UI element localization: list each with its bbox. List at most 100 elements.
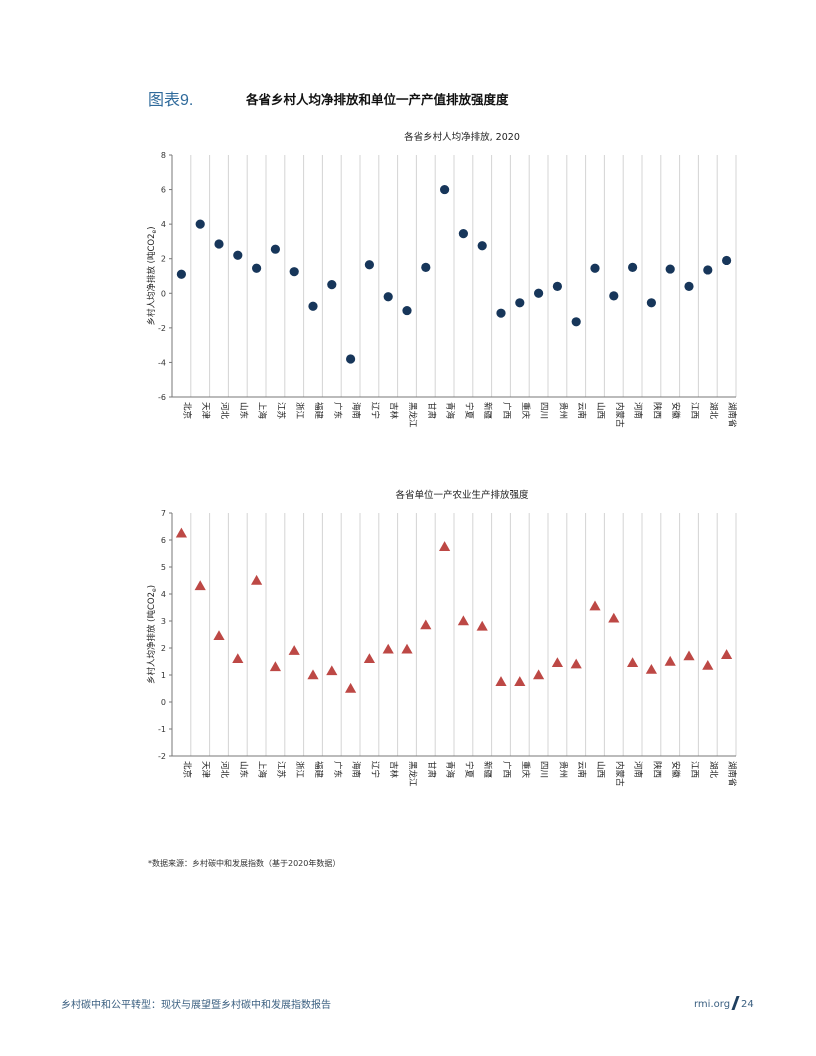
source-note: *数据来源：乡村碳中和发展指数（基于2020年数据） (148, 859, 341, 868)
data-point (571, 317, 581, 327)
y-tick-label: 2 (161, 255, 166, 264)
x-tick-label: 河南 (633, 761, 644, 778)
x-tick-label: 陕西 (651, 402, 662, 419)
y-tick-label: -1 (158, 725, 166, 734)
y-tick-label: -6 (158, 393, 166, 402)
data-point (327, 280, 337, 290)
x-tick-label: 福建 (313, 402, 324, 420)
y-axis-label-part: 乡村人均净排放 (吨CO2 (146, 592, 157, 684)
x-tick-label: 湖北 (708, 761, 718, 779)
data-point (702, 659, 714, 670)
y-axis-label: 乡村人均净排放 (吨CO2e) (146, 226, 158, 325)
data-point (307, 669, 319, 680)
data-point (721, 649, 733, 659)
data-point (439, 541, 451, 551)
x-tick-label: 河北 (219, 402, 230, 420)
y-tick-label: 6 (161, 186, 166, 195)
x-tick-label: 湖南省 (727, 761, 738, 787)
x-tick-label: 甘肃 (426, 761, 437, 779)
x-tick-label: 贵州 (557, 402, 568, 419)
data-point (214, 239, 224, 249)
data-point (534, 288, 544, 298)
x-tick-label: 江苏 (275, 402, 286, 420)
data-point (476, 620, 488, 631)
data-point (477, 241, 487, 251)
data-point (233, 250, 243, 260)
x-tick-label: 云南 (576, 402, 587, 419)
data-point (590, 263, 600, 273)
x-tick-label: 宁夏 (463, 402, 474, 420)
data-point (589, 600, 601, 611)
x-tick-label: 江西 (689, 761, 699, 778)
x-tick-label: 广东 (332, 761, 343, 778)
x-tick-label: 陕西 (651, 761, 662, 778)
x-tick-label: 吉林 (388, 402, 399, 420)
data-point (251, 574, 263, 585)
x-tick-label: 上海 (257, 761, 268, 779)
x-tick-label: 贵州 (557, 761, 568, 778)
data-point (646, 298, 657, 308)
x-tick-label: 上海 (257, 402, 268, 420)
data-point (496, 308, 506, 318)
x-tick-label: 黑龙江 (407, 761, 418, 787)
x-tick-label: 山东 (238, 402, 249, 419)
data-point (628, 262, 638, 272)
data-point (175, 527, 187, 538)
x-tick-label: 内蒙古 (614, 402, 625, 428)
footer-report-title: 乡村碳中和公平转型：现状与展望暨乡村碳中和发展指数报告 (61, 1000, 331, 1011)
data-point (440, 184, 450, 195)
x-tick-label: 重庆 (520, 402, 531, 420)
data-point (289, 267, 299, 277)
data-point (609, 291, 619, 301)
data-point (270, 244, 280, 254)
x-tick-label: 海南 (351, 402, 362, 419)
data-point (421, 262, 431, 272)
x-tick-label: 内蒙古 (614, 761, 625, 787)
data-point (684, 281, 694, 291)
x-tick-label: 浙江 (294, 761, 305, 779)
x-tick-label: 天津 (200, 761, 211, 779)
data-point (495, 676, 507, 686)
x-tick-label: 河南 (633, 402, 644, 419)
data-point (345, 682, 357, 693)
footer-page-info: rmi.org 24 (694, 996, 754, 1010)
data-point (627, 657, 639, 668)
x-tick-label: 青海 (445, 402, 456, 420)
x-tick-label: 宁夏 (463, 761, 474, 779)
x-tick-label: 广西 (501, 402, 512, 419)
x-tick-label: 黑龙江 (407, 402, 418, 428)
data-point (514, 676, 526, 686)
net-emission-chart: 各省乡村人均净排放, 2020 -6 -4 -2 0 2 4 6 8 乡村人均净排放 (吨CO2e… (146, 131, 738, 428)
x-tick-label: 广东 (332, 402, 343, 419)
data-point (664, 655, 676, 666)
x-tick-label: 吉林 (388, 761, 399, 779)
x-tick-label: 江苏 (275, 761, 286, 779)
x-tick-label: 山东 (238, 761, 249, 778)
data-point (401, 643, 413, 654)
data-point (346, 354, 356, 364)
y-tick-label: 0 (161, 289, 166, 298)
data-point (326, 665, 338, 676)
y-tick-label: 7 (161, 509, 166, 518)
x-tick-label: 湖北 (708, 402, 718, 420)
x-tick-label: 浙江 (294, 402, 305, 420)
data-point (382, 643, 394, 654)
data-point (458, 229, 468, 239)
x-tick-label: 安徽 (670, 402, 681, 420)
x-tick-label: 云南 (576, 761, 587, 778)
data-point (252, 263, 262, 273)
data-point (551, 657, 563, 668)
footer-site[interactable]: rmi.org (694, 999, 731, 1010)
y-tick-label: -2 (158, 324, 166, 333)
data-point (363, 653, 375, 663)
data-point (420, 619, 432, 630)
y-tick-label: 8 (161, 151, 166, 160)
data-point (570, 658, 582, 669)
x-tick-label: 新疆 (482, 761, 493, 779)
y-tick-label: -2 (158, 752, 166, 761)
x-tick-label: 福建 (313, 761, 324, 779)
x-tick-label: 北京 (181, 402, 192, 419)
x-tick-label: 广西 (501, 761, 512, 778)
data-point (515, 298, 525, 308)
x-tick-label: 重庆 (520, 761, 531, 779)
